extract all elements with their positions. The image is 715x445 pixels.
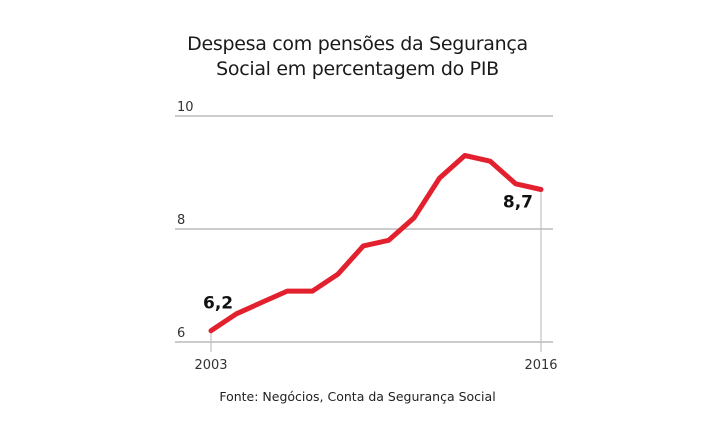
series-line (208, 153, 544, 334)
data-label-first: 6,2 (203, 294, 233, 314)
chart-title-line-2: Social em percentagem do PIB (216, 58, 499, 80)
x-tick-label-first: 2003 (194, 358, 227, 373)
chart-title-line-1: Despesa com pensões da Segurança (187, 33, 528, 55)
y-tick-label-10: 10 (177, 100, 194, 115)
x-tick-label-last: 2016 (524, 358, 557, 373)
chart-source: Fonte: Negócios, Conta da Segurança Soci… (219, 389, 496, 404)
data-label-last: 8,7 (503, 192, 533, 212)
y-tick-label-6: 6 (177, 326, 185, 341)
y-tick-label-8: 8 (177, 213, 185, 228)
